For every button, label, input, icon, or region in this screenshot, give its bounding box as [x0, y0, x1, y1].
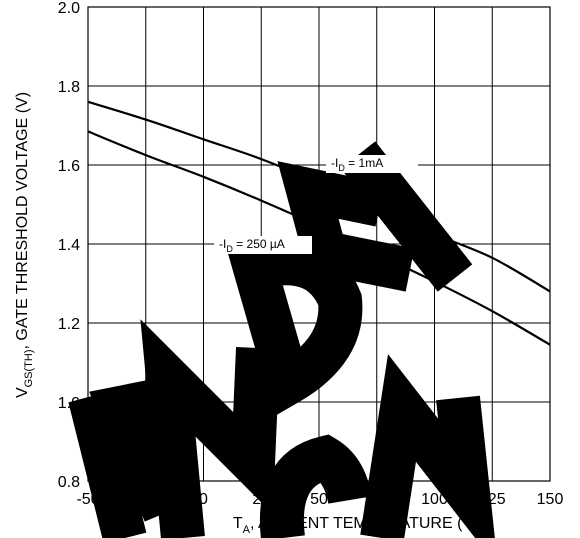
x-tick-label: 50: [310, 491, 328, 508]
watermark: [68, 141, 495, 538]
x-tick-label: -25: [134, 491, 157, 508]
x-tick-label: 25: [252, 491, 270, 508]
y-tick-label: 1.8: [58, 79, 80, 96]
labels: -ID = 1mA -ID = 250 µA TA, AMBIENT TEMPE…: [14, 0, 563, 536]
series-label-250ua: -ID = 250 µA: [219, 237, 285, 254]
watermark-stroke: [360, 354, 495, 538]
y-axis-label: VGS(TH), GATE THRESHOLD VOLTAGE (V): [14, 92, 35, 398]
watermark-stroke: [227, 241, 363, 417]
x-axis-label: TA, AMBIENT TEMPERATURE (ºC): [233, 515, 485, 536]
y-tick-label: 1.6: [58, 158, 80, 175]
label-background: [326, 155, 418, 173]
y-tick-label: 1.2: [58, 316, 80, 333]
y-tick-label: 0.8: [58, 474, 80, 491]
y-tick-label: 2.0: [58, 0, 80, 17]
watermark-stroke: [340, 141, 473, 292]
x-tick-label: 100: [421, 491, 448, 508]
series-label-1ma: -ID = 1mA: [331, 156, 383, 173]
y-tick-label: 1.4: [58, 237, 80, 254]
watermark-stroke: [140, 319, 280, 538]
x-tick-label: -50: [76, 491, 99, 508]
watermark-stroke: [260, 434, 372, 538]
x-tick-label: 125: [479, 491, 506, 508]
label-background: [214, 236, 312, 254]
x-tick-label: 0: [199, 491, 208, 508]
y-tick-label: 1.0: [58, 395, 80, 412]
x-tick-label: 150: [537, 491, 564, 508]
watermark-stroke: [277, 161, 415, 292]
x-tick-label: 75: [368, 491, 386, 508]
